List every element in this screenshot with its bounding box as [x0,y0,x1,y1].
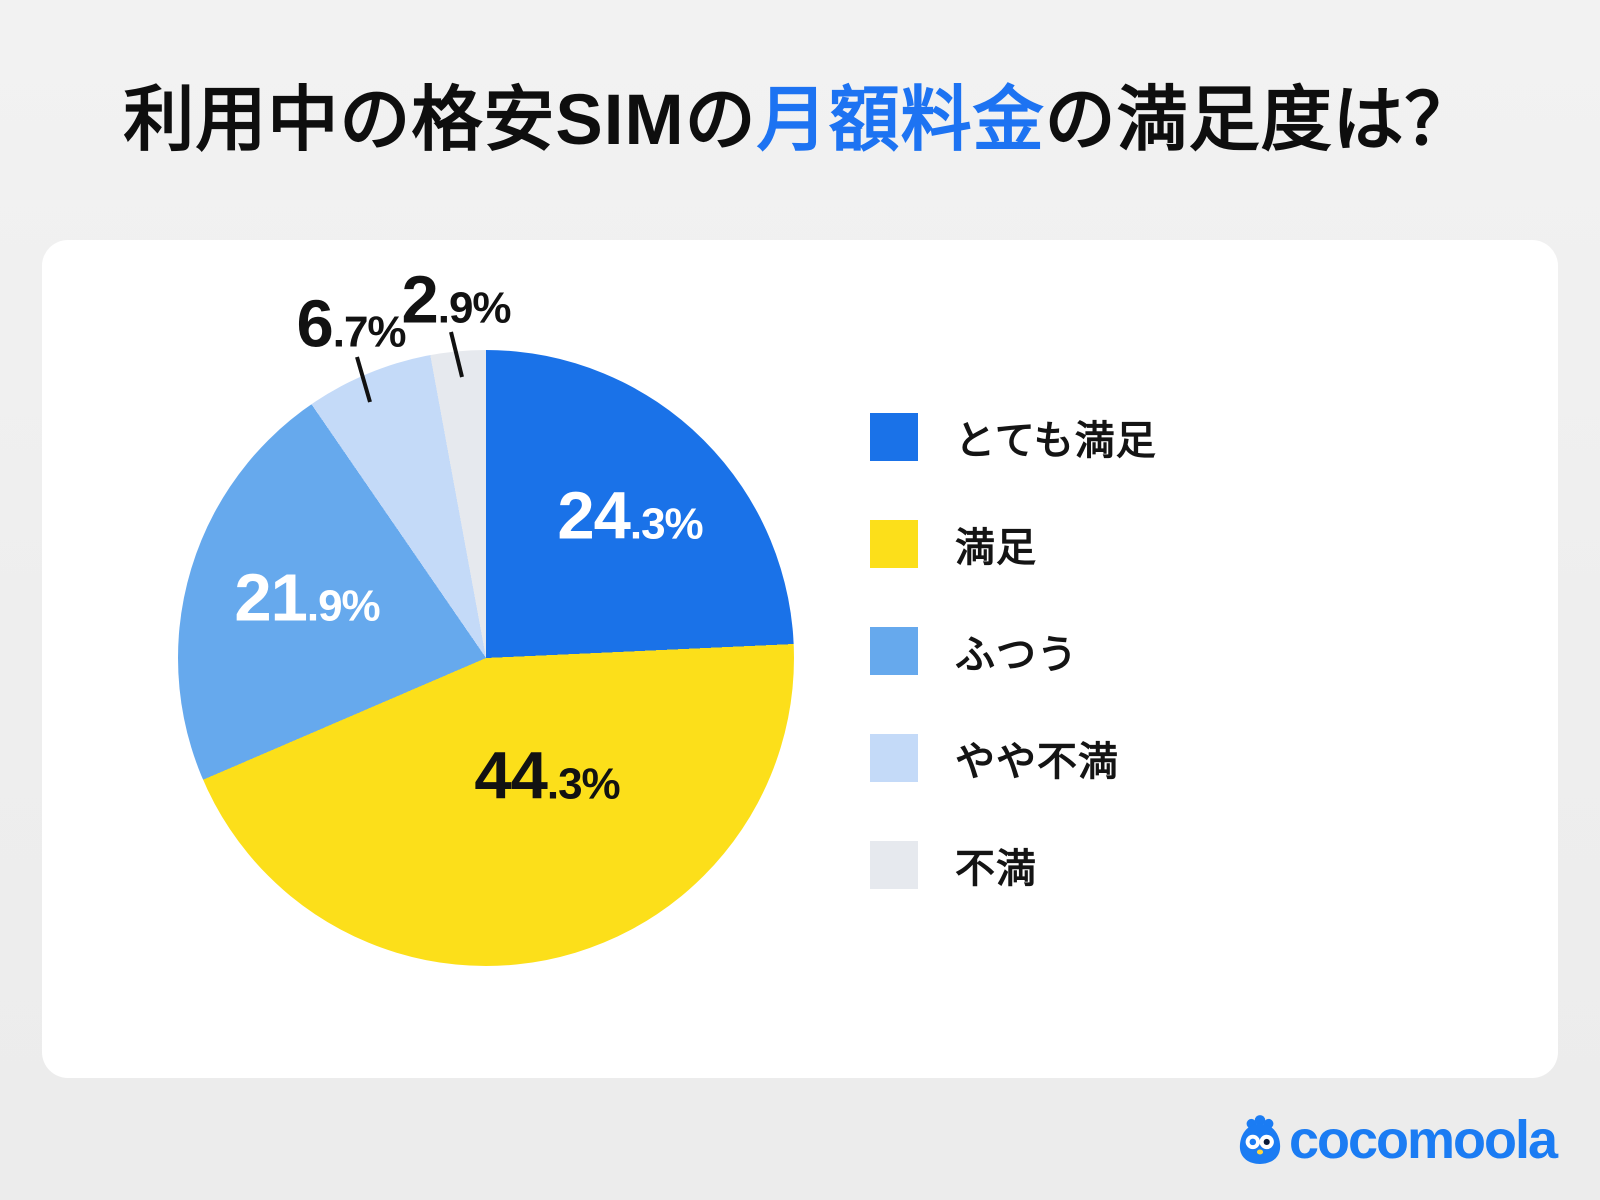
slice-label-frac: .3% [546,759,621,809]
brand-logo: cocomoola [1237,1108,1558,1172]
legend-label: やや不満 [955,740,1119,784]
legend-item: 不満 [870,841,1157,891]
title-text-pre: 利用中の格安SIMの [123,81,757,160]
title-text-post: の満足度は？ [1044,81,1477,160]
legend-item: ふつう [870,627,1157,677]
slice-label-int: 44 [474,738,548,814]
cocomoola-mascot-icon [1239,1115,1281,1164]
legend-label: ふつう [955,633,1078,677]
slice-label-yaya-fuman: 6.7% [296,286,407,362]
title-highlight: 月額料金 [756,81,1045,160]
legend-item: 満足 [870,520,1157,570]
pie-chart [178,350,794,966]
page-title: 利用中の格安SIMの月額料金の満足度は？ [0,81,1600,160]
legend-label: とても満足 [955,419,1157,463]
slice-label-fuman: 2.9% [401,262,512,338]
legend-item: とても満足 [870,413,1157,463]
slice-label-frac: .3% [629,499,704,549]
slice-label-frac: .9% [437,283,512,333]
legend-label: 満足 [955,526,1037,570]
slice-label-frac: .9% [306,581,381,631]
slice-label-futsuu: 21.9% [234,560,381,636]
chart-card: 24.3% 44.3% 21.9% 6.7% 2.9% とても満足 満足 ふつう やや… [42,240,1558,1078]
slice-label-int: 24 [557,478,631,554]
legend-swatch [870,413,918,461]
slice-label-frac: .7% [332,307,407,357]
slice-label-int: 6 [296,286,333,362]
legend-swatch [870,841,918,889]
slice-label-totemo-manzoku: 24.3% [557,478,704,554]
legend-swatch [870,627,918,675]
slice-label-int: 21 [234,560,308,636]
slice-label-int: 2 [401,262,438,338]
legend: とても満足満足ふつうやや不満不満 [870,413,1157,891]
legend-swatch [870,734,918,782]
legend-item: やや不満 [870,734,1157,784]
legend-swatch [870,520,918,568]
legend-label: 不満 [955,847,1037,891]
slice-label-manzoku: 44.3% [474,738,621,814]
brand-name: cocomoola [1288,1110,1558,1170]
